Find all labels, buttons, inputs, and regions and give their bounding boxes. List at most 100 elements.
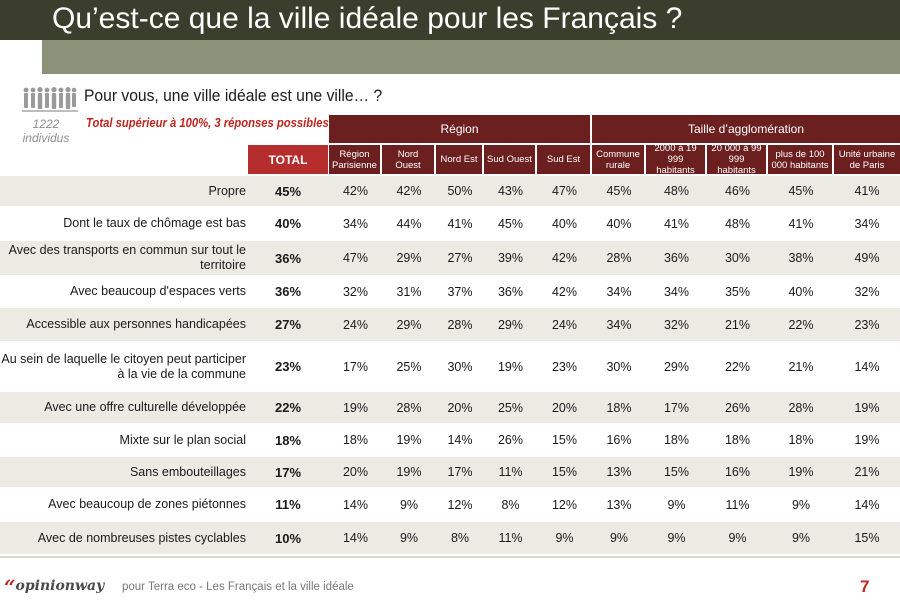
- cell-value: 38%: [788, 251, 814, 265]
- table-row: [0, 489, 900, 520]
- cell-value: 40%: [551, 216, 578, 231]
- cell-value: 8%: [450, 531, 470, 545]
- row-label: Avec beaucoup d'espaces verts: [70, 284, 246, 298]
- cell-value: 14%: [854, 497, 880, 512]
- cell-value: 18%: [724, 433, 751, 447]
- table-row: [0, 176, 900, 206]
- table-bottom-rule: [0, 556, 900, 558]
- cell-value: 40%: [788, 284, 814, 299]
- people-group-icon: [22, 87, 78, 112]
- cell-value: 19%: [854, 400, 880, 415]
- cell-value: 25%: [396, 359, 422, 374]
- multiple-answers-note: Total supérieur à 100%, 3 réponses possi…: [86, 116, 329, 130]
- total-value: 36%: [274, 284, 302, 299]
- table-row: [0, 457, 900, 487]
- cell-value: 16%: [606, 433, 632, 447]
- table-row: [0, 277, 900, 306]
- cell-value: 34%: [342, 216, 369, 231]
- cell-value: 32%: [854, 284, 880, 299]
- cell-value: 34%: [663, 284, 690, 299]
- cell-value: 18%: [342, 433, 369, 447]
- cell-value: 47%: [551, 184, 578, 198]
- column-header: Sud Est: [537, 145, 590, 174]
- cell-value: 13%: [606, 465, 632, 479]
- cell-value: 9%: [667, 531, 686, 545]
- cell-value: 36%: [663, 251, 690, 265]
- cell-value: 41%: [788, 216, 814, 231]
- cell-value: 28%: [447, 317, 473, 332]
- total-value: 10%: [274, 530, 302, 546]
- row-label: Mixte sur le plan social: [119, 432, 246, 447]
- total-column-header: TOTAL: [248, 145, 328, 174]
- cell-value: 14%: [342, 531, 369, 545]
- cell-value: 32%: [342, 284, 369, 299]
- row-label: Propre: [208, 183, 246, 198]
- cell-value: 44%: [396, 216, 422, 231]
- row-label: Avec des transports en commun sur tout l…: [8, 243, 246, 272]
- table-row: [0, 241, 900, 275]
- group-header: Taille d’agglomération: [592, 115, 900, 143]
- total-value: 22%: [274, 400, 302, 415]
- row-label: Avec une offre culturelle développée: [44, 400, 246, 414]
- cell-value: 22%: [724, 359, 751, 374]
- cell-value: 41%: [447, 216, 473, 231]
- cell-value: 14%: [447, 433, 473, 447]
- column-header: Commune rurale: [592, 145, 644, 174]
- cell-value: 9%: [555, 531, 574, 545]
- table-row: [0, 522, 900, 554]
- cell-value: 42%: [551, 251, 578, 265]
- cell-value: 36%: [497, 284, 524, 299]
- cell-value: 12%: [551, 497, 578, 512]
- cell-value: 16%: [724, 465, 751, 479]
- cell-value: 48%: [724, 216, 751, 231]
- cell-value: 40%: [606, 216, 632, 231]
- cell-value: 15%: [663, 465, 690, 479]
- total-value: 23%: [274, 359, 302, 374]
- group-header: Région: [329, 115, 590, 143]
- cell-value: 9%: [667, 497, 686, 512]
- column-header: Unité urbaine de Paris: [834, 145, 900, 174]
- cell-value: 12%: [447, 497, 473, 512]
- cell-value: 28%: [788, 400, 814, 415]
- cell-value: 29%: [396, 317, 422, 332]
- cell-value: 39%: [497, 251, 524, 265]
- table-row: [0, 308, 900, 341]
- total-value: 11%: [275, 497, 301, 512]
- cell-value: 49%: [854, 251, 880, 265]
- cell-value: 19%: [396, 465, 422, 479]
- cell-value: 27%: [447, 251, 473, 265]
- cell-value: 11%: [498, 531, 523, 545]
- cell-value: 42%: [551, 284, 578, 299]
- cell-value: 35%: [724, 284, 751, 299]
- cell-value: 9%: [791, 531, 811, 545]
- cell-value: 23%: [854, 317, 880, 332]
- column-header: Nord Est: [436, 145, 482, 174]
- table-row: [0, 425, 900, 455]
- cell-value: 21%: [854, 465, 880, 479]
- cell-value: 41%: [663, 216, 690, 231]
- cell-value: 47%: [342, 251, 369, 265]
- cell-value: 9%: [791, 497, 811, 512]
- column-header: 2000 à 19 999 habitants: [646, 143, 705, 176]
- cell-value: 48%: [663, 184, 690, 198]
- row-label: Dont le taux de chômage est bas: [63, 216, 246, 230]
- cell-value: 45%: [788, 184, 814, 198]
- title-band: [42, 40, 900, 74]
- cell-value: 11%: [725, 497, 750, 512]
- cell-value: 20%: [342, 465, 369, 479]
- cell-value: 25%: [497, 400, 524, 415]
- cell-value: 24%: [342, 317, 369, 332]
- cell-value: 15%: [551, 465, 578, 479]
- column-header: plus de 100 000 habitants: [768, 145, 832, 174]
- cell-value: 30%: [447, 359, 473, 374]
- cell-value: 19%: [497, 359, 524, 374]
- row-label: Avec de nombreuses pistes cyclables: [37, 530, 246, 545]
- title-bar: Qu’est-ce que la ville idéale pour les F…: [0, 0, 900, 40]
- table-row: [0, 343, 900, 390]
- cell-value: 15%: [551, 433, 578, 447]
- column-header: Sud Ouest: [484, 145, 535, 174]
- sample-size-unit: individus: [22, 131, 70, 145]
- cell-value: 18%: [788, 433, 814, 447]
- cell-value: 13%: [606, 497, 632, 512]
- cell-value: 29%: [396, 251, 422, 265]
